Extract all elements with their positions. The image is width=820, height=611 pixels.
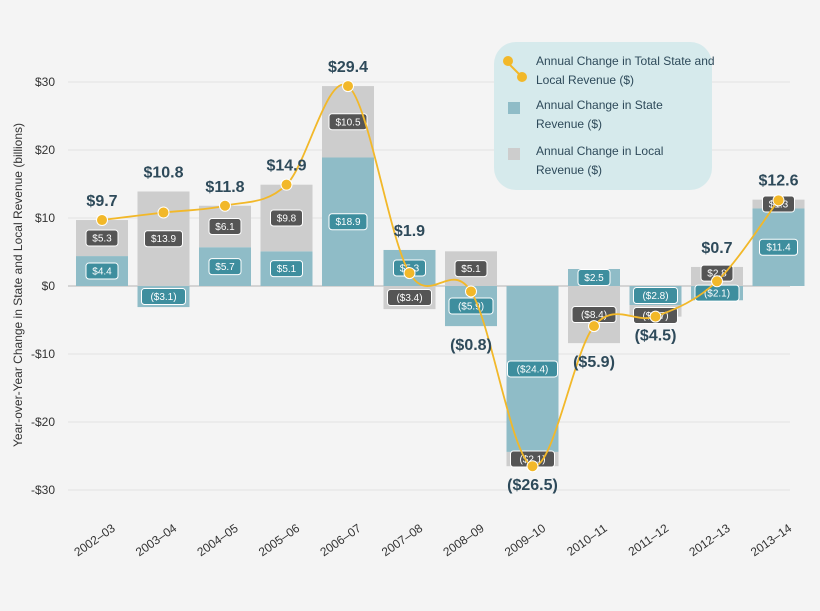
legend-label: Revenue ($) xyxy=(536,163,602,177)
total-revenue-point xyxy=(772,194,785,207)
x-tick-label: 2002–03 xyxy=(71,521,118,559)
state-value-label-box xyxy=(85,262,119,280)
legend-state-swatch xyxy=(508,102,520,114)
local-value-label: $9.8 xyxy=(277,214,297,225)
total-value-label: $9.7 xyxy=(86,193,117,210)
local-value-label: ($2.1) xyxy=(519,455,545,466)
state-value-label: ($2.8) xyxy=(642,291,668,302)
total-revenue-point xyxy=(157,206,170,219)
local-value-label: ($8.4) xyxy=(581,310,607,321)
total-value-label: ($26.5) xyxy=(507,477,558,494)
x-tick-label: 2012–13 xyxy=(686,521,733,559)
x-tick-label: 2008–09 xyxy=(440,521,487,559)
state-value-label-box xyxy=(208,258,242,276)
legend-local-swatch xyxy=(508,148,520,160)
total-revenue-point xyxy=(711,275,723,288)
state-value-label: $2.5 xyxy=(584,273,604,284)
y-axis-label: Year-over-Year Change in State and Local… xyxy=(11,123,25,447)
x-tick-label: 2007–08 xyxy=(379,521,426,559)
total-value-label: $1.9 xyxy=(394,223,425,240)
total-revenue-point xyxy=(280,178,293,191)
total-value-label: $14.9 xyxy=(266,158,306,175)
x-tick-label: 2006–07 xyxy=(317,521,364,559)
legend-label: Annual Change in State xyxy=(536,98,663,112)
legend-label: Annual Change in Local xyxy=(536,144,663,158)
x-tick-label: 2005–06 xyxy=(256,521,303,559)
local-value-label-box xyxy=(144,230,183,248)
y-tick-label: $20 xyxy=(35,143,55,157)
local-value-label: $13.9 xyxy=(151,234,176,245)
state-value-label-box xyxy=(577,269,611,286)
y-tick-label: $0 xyxy=(42,279,56,293)
state-value-label-box xyxy=(759,238,798,256)
state-value-label-box xyxy=(328,213,368,231)
total-revenue-point xyxy=(219,199,231,212)
total-revenue-point xyxy=(588,320,600,333)
total-value-label: ($5.9) xyxy=(573,354,615,371)
y-tick-label: -$20 xyxy=(31,415,55,429)
total-value-label: $11.8 xyxy=(205,179,244,196)
local-value-label-box xyxy=(328,113,368,131)
local-value-label: ($3.4) xyxy=(396,293,422,304)
y-tick-label: $30 xyxy=(35,75,55,89)
total-value-label: $10.8 xyxy=(143,164,183,181)
state-value-label-box xyxy=(448,297,494,315)
local-value-label: $2.8 xyxy=(707,269,727,280)
legend-total-point xyxy=(503,56,513,66)
legend-label: Local Revenue ($) xyxy=(536,73,634,87)
legend-box xyxy=(494,42,712,190)
y-tick-label: $10 xyxy=(35,211,55,225)
local-value-label: $6.1 xyxy=(215,222,235,233)
y-tick-label: -$30 xyxy=(31,483,55,497)
x-tick-label: 2009–10 xyxy=(502,521,549,559)
total-revenue-point xyxy=(403,267,416,280)
total-revenue-point xyxy=(526,460,539,473)
state-value-label: $11.4 xyxy=(766,243,791,254)
state-value-label-box xyxy=(270,260,303,278)
local-value-label: $5.3 xyxy=(92,234,112,245)
x-tick-label: 2004–05 xyxy=(194,521,241,559)
state-value-label: ($24.4) xyxy=(517,364,549,375)
local-value-label-box xyxy=(387,289,432,307)
total-revenue-point xyxy=(342,80,354,93)
total-value-label: ($0.8) xyxy=(450,337,492,354)
local-value-label: $5.1 xyxy=(461,264,481,275)
state-value-label: $5.7 xyxy=(215,262,235,273)
total-value-label: $29.4 xyxy=(328,59,368,76)
state-value-label-box xyxy=(141,288,186,306)
total-value-label: ($4.5) xyxy=(635,328,677,345)
x-tick-label: 2010–11 xyxy=(564,521,610,559)
legend-total-point xyxy=(517,72,527,82)
local-value-label-box xyxy=(270,209,303,227)
local-value-label-box xyxy=(85,229,119,247)
legend-label: Revenue ($) xyxy=(536,117,602,131)
state-value-label: $5.1 xyxy=(277,264,297,275)
local-value-label-box xyxy=(208,218,242,235)
total-revenue-point xyxy=(649,310,662,323)
state-value-label-box xyxy=(633,287,678,305)
y-tick-label: -$10 xyxy=(31,347,55,361)
x-tick-label: 2003–04 xyxy=(133,521,180,559)
legend-label: Annual Change in Total State and xyxy=(536,54,715,68)
x-tick-label: 2011–12 xyxy=(626,521,672,559)
x-tick-label: 2013–14 xyxy=(748,521,795,559)
total-value-label: $0.7 xyxy=(701,240,732,257)
local-value-label-box xyxy=(454,260,488,278)
state-value-label: $18.9 xyxy=(335,217,360,228)
total-value-label: $12.6 xyxy=(758,173,798,190)
state-value-label: $4.4 xyxy=(92,267,112,278)
state-value-label-box xyxy=(507,360,558,378)
local-value-label: $10.5 xyxy=(335,117,360,128)
state-value-label: ($3.1) xyxy=(150,292,176,303)
state-value-label: ($2.1) xyxy=(704,289,730,300)
total-revenue-point xyxy=(96,214,108,227)
state-value-label: ($5.9) xyxy=(458,302,484,313)
total-revenue-point xyxy=(465,285,477,298)
